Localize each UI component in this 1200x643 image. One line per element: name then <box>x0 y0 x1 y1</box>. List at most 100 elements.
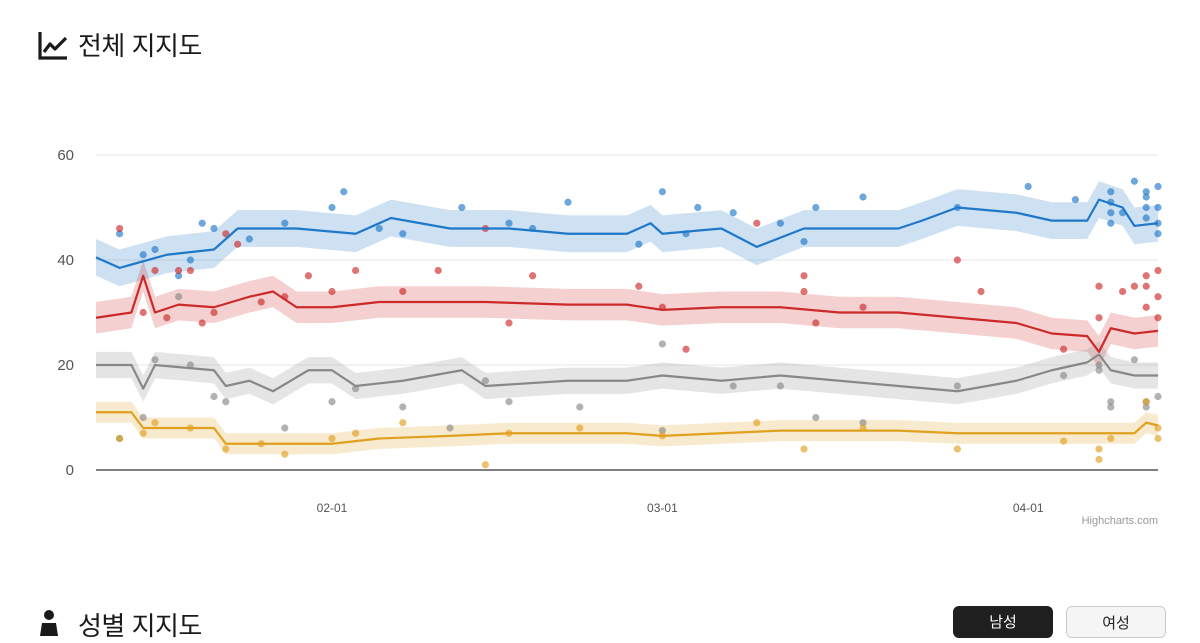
poll-point <box>1142 272 1150 280</box>
poll-point <box>151 356 159 364</box>
poll-point <box>328 434 336 443</box>
poll-point <box>1060 345 1068 353</box>
poll-point <box>800 445 808 453</box>
poll-point <box>1095 314 1103 322</box>
poll-point <box>1154 203 1162 212</box>
poll-point <box>682 345 690 353</box>
poll-point <box>116 230 124 238</box>
poll-point <box>1154 392 1162 401</box>
person-icon <box>40 609 58 636</box>
poll-point <box>1154 266 1162 275</box>
poll-point <box>753 219 761 227</box>
poll-point <box>186 361 194 369</box>
poll-point <box>729 209 737 217</box>
poll-point <box>399 419 407 427</box>
poll-point <box>281 219 289 227</box>
poll-point <box>1154 293 1162 301</box>
poll-point <box>481 377 489 385</box>
poll-point <box>222 398 230 406</box>
poll-point <box>281 424 289 432</box>
overall-support-chart: 0 20 40 60 02-01 03-01 04-01 Highcharts.com <box>57 147 1162 527</box>
poll-point <box>210 392 218 401</box>
poll-point <box>1024 182 1032 191</box>
poll-point <box>1142 214 1150 222</box>
poll-point <box>1095 455 1103 464</box>
poll-point <box>753 419 761 427</box>
poll-point <box>729 382 737 390</box>
poll-point <box>635 282 643 290</box>
poll-point <box>222 230 230 238</box>
male-tab-button[interactable]: 남성 <box>953 606 1053 638</box>
trend-line <box>96 411 1159 445</box>
trend-line <box>96 353 1158 393</box>
overall-support-header: 전체 지지도 <box>36 26 202 63</box>
poll-point <box>1060 437 1068 445</box>
poll-point <box>505 319 513 327</box>
poll-point <box>257 298 265 306</box>
poll-point <box>399 403 407 411</box>
poll-point <box>1142 193 1150 201</box>
poll-point <box>812 203 820 212</box>
poll-point <box>151 419 159 427</box>
poll-point <box>139 429 147 437</box>
poll-point <box>1107 209 1115 217</box>
y-tick-label: 20 <box>57 357 74 374</box>
poll-point <box>1154 424 1162 432</box>
poll-point <box>694 203 702 212</box>
poll-point <box>210 224 218 233</box>
poll-point <box>859 193 867 201</box>
poll-point <box>458 203 466 212</box>
poll-point <box>1142 403 1150 411</box>
x-tick-label: 04-01 <box>1013 501 1044 515</box>
poll-point <box>139 251 147 259</box>
poll-point <box>234 240 242 248</box>
poll-point <box>1142 188 1150 196</box>
poll-point <box>186 256 194 264</box>
poll-point <box>1095 361 1103 369</box>
y-tick-label: 40 <box>57 252 74 269</box>
poll-point <box>163 314 171 322</box>
poll-point <box>151 245 159 254</box>
page-title: 전체 지지도 <box>78 31 202 61</box>
poll-point <box>175 272 183 280</box>
poll-point <box>859 419 867 427</box>
poll-point <box>198 219 206 227</box>
poll-point <box>481 461 489 469</box>
poll-point <box>1130 282 1138 290</box>
x-tick-label: 03-01 <box>647 501 678 515</box>
poll-point <box>1071 196 1079 204</box>
poll-point <box>186 266 194 275</box>
poll-point <box>139 308 147 317</box>
poll-point <box>953 382 962 390</box>
poll-point <box>245 235 253 243</box>
poll-point <box>328 398 336 406</box>
poll-point <box>576 424 584 432</box>
x-tick-label: 02-01 <box>317 501 348 515</box>
poll-point <box>658 427 667 435</box>
poll-point <box>1107 403 1115 411</box>
poll-point <box>658 188 667 196</box>
poll-point <box>1095 366 1103 374</box>
poll-point <box>564 198 572 206</box>
poll-point <box>1107 219 1115 227</box>
poll-point <box>1107 398 1115 406</box>
poll-point <box>328 203 336 212</box>
poll-point <box>505 398 513 406</box>
poll-point <box>340 188 348 196</box>
poll-point <box>635 240 643 248</box>
poll-point <box>304 272 312 280</box>
poll-point <box>1154 314 1162 322</box>
gender-support-header: 성별 지지도 <box>36 606 202 643</box>
poll-point <box>1130 356 1138 364</box>
poll-point <box>576 403 584 411</box>
poll-point <box>776 382 785 390</box>
poll-point <box>446 424 454 432</box>
poll-point <box>800 272 808 280</box>
poll-point <box>175 293 183 301</box>
female-tab-button[interactable]: 여성 <box>1066 606 1166 638</box>
y-tick-label: 0 <box>66 462 74 479</box>
line-chart-icon <box>38 31 68 60</box>
poll-point <box>1060 371 1068 380</box>
poll-point <box>281 450 289 458</box>
poll-point <box>800 238 808 246</box>
